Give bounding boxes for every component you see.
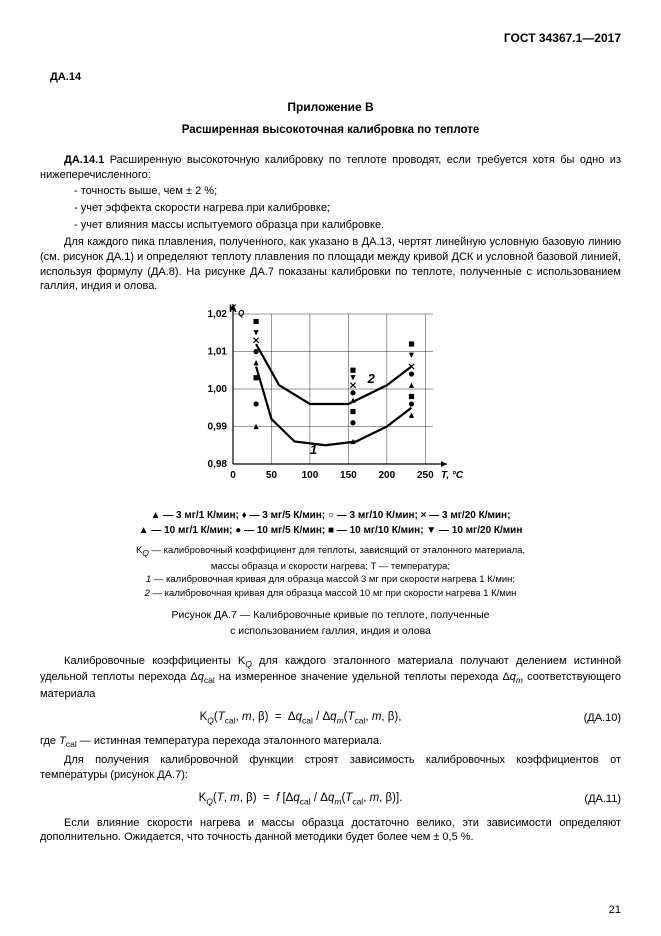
svg-text:1: 1 — [309, 442, 316, 457]
annex-title: Приложение В — [40, 99, 621, 115]
annex-subtitle: Расширенная высокоточная калибровка по т… — [40, 123, 621, 139]
figure-title-1: Рисунок ДА.7 — Калибровочные кривые по т… — [171, 609, 489, 621]
svg-text:0,98: 0,98 — [207, 459, 227, 470]
figure-title-2: с использованием галлия, индия и олова — [230, 625, 431, 637]
caption-line-3: 1 — калибровочная кривая для образца мас… — [40, 573, 621, 586]
caption-line-4: 2 — калибровочная кривая для образца мас… — [40, 587, 621, 600]
figure-title: Рисунок ДА.7 — Калибровочные кривые по т… — [40, 608, 621, 640]
bullet-3: - учет влияния массы испытуемого образца… — [74, 218, 621, 233]
paragraph-4: где Tcal — истинная температура перехода… — [40, 734, 621, 751]
paragraph-2: Для каждого пика плавления, полученного,… — [40, 235, 621, 294]
svg-text:1,01: 1,01 — [207, 347, 227, 358]
equation-1: KQ(Tcal, m, β) = Δqcal / Δqm(Tcal, m, β)… — [40, 710, 561, 727]
equation-2-number: (ДА.11) — [561, 792, 621, 807]
equation-2-row: KQ(T, m, β) = f [Δqcal / Δqm(Tcal, m, β)… — [40, 791, 621, 808]
caption-line-2: массы образца и скорости нагрева; T — те… — [40, 560, 621, 573]
svg-text:1,00: 1,00 — [207, 384, 227, 395]
svg-text:100: 100 — [301, 470, 318, 481]
section-number: ДА.14 — [50, 70, 621, 85]
paragraph-6: Если влияние скорости нагрева и массы об… — [40, 816, 621, 846]
p4-b: — истинная температура перехода эталонно… — [77, 735, 382, 747]
svg-text:50: 50 — [265, 470, 277, 481]
page-number: 21 — [609, 903, 621, 918]
para-lead: ДА.14.1 — [64, 154, 104, 166]
caption-line-1: KQ — калибровочный коэффициент для тепло… — [40, 544, 621, 560]
para-text: Расширенную высокоточную калибровку по т… — [40, 154, 621, 181]
svg-text:250: 250 — [416, 470, 433, 481]
chart-container: 0 50 100 150 200 250 0,98 0,99 1,00 1,01 1,02 T, °C… — [191, 304, 471, 504]
calibration-chart: 0 50 100 150 200 250 0,98 0,99 1,00 1,01 1,02 T, °C… — [191, 304, 471, 504]
svg-text:K: K — [229, 304, 237, 315]
document-id: ГОСТ 34367.1—2017 — [40, 30, 621, 46]
bullet-1: - точность выше, чем ± 2 %; — [74, 184, 621, 199]
equation-1-number: (ДА.10) — [561, 711, 621, 726]
legend-line-2: ▲ — 10 мг/1 К/мин; ● — 10 мг/5 К/мин; ■ … — [111, 523, 551, 538]
p4-a: где — [40, 735, 59, 747]
bullet-2: - учет эффекта скорости нагрева при кали… — [74, 201, 621, 216]
paragraph-intro: ДА.14.1 Расширенную высокоточную калибро… — [40, 153, 621, 183]
page-container: ГОСТ 34367.1—2017 ДА.14 Приложение В Рас… — [0, 0, 661, 936]
svg-text:T, °C: T, °C — [441, 470, 464, 481]
chart-caption: KQ — калибровочный коэффициент для тепло… — [40, 544, 621, 600]
svg-text:1,02: 1,02 — [207, 309, 227, 320]
svg-text:200: 200 — [378, 470, 395, 481]
svg-text:2: 2 — [366, 371, 375, 386]
legend-line-1: ▲ — 3 мг/1 К/мин; ♦ — 3 мг/5 К/мин; ○ — … — [111, 508, 551, 523]
svg-text:0,99: 0,99 — [207, 422, 227, 433]
equation-1-row: KQ(Tcal, m, β) = Δqcal / Δqm(Tcal, m, β)… — [40, 710, 621, 727]
svg-text:Q: Q — [238, 309, 245, 318]
p3-c: на измеренное значение удельной теплоты … — [215, 671, 510, 683]
paragraph-5: Для получения калибровочной функции стро… — [40, 753, 621, 783]
chart-legend: ▲ — 3 мг/1 К/мин; ♦ — 3 мг/5 К/мин; ○ — … — [111, 508, 551, 538]
p3-a: Калибровочные коэффициенты K — [64, 655, 245, 667]
paragraph-3: Калибровочные коэффициенты KQ для каждог… — [40, 654, 621, 702]
svg-text:150: 150 — [340, 470, 357, 481]
svg-text:0: 0 — [230, 470, 236, 481]
equation-2: KQ(T, m, β) = f [Δqcal / Δqm(Tcal, m, β)… — [40, 791, 561, 808]
